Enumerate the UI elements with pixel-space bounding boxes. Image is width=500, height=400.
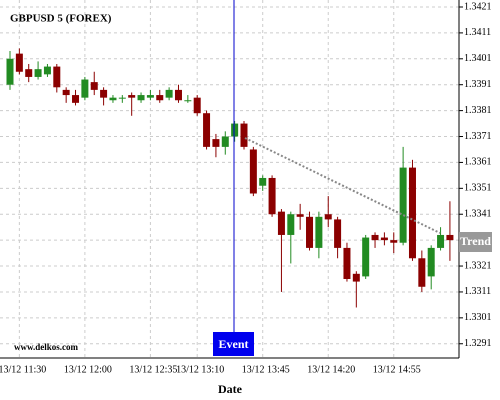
candle-body <box>399 167 407 243</box>
candle-body <box>43 66 51 75</box>
y-tick-label: 1.3301 <box>464 312 492 323</box>
trend-box <box>459 232 492 252</box>
candle-body <box>324 214 332 220</box>
y-tick-label: 1.3351 <box>464 183 492 194</box>
candle-body <box>371 234 379 241</box>
chart-title: GBPUSD 5 (FOREX) <box>10 13 112 25</box>
candle-body <box>315 216 323 248</box>
y-tick-label: 1.3291 <box>464 338 492 349</box>
candle-body <box>277 211 285 235</box>
candle-body <box>146 95 154 98</box>
x-axis-label: Date <box>218 382 243 396</box>
candle-body <box>109 97 117 101</box>
candle-body <box>165 89 173 98</box>
candle-body <box>240 123 248 147</box>
candle-body <box>306 216 314 248</box>
candle-body <box>446 234 454 241</box>
event-box <box>213 332 254 356</box>
candle-body <box>128 95 136 98</box>
x-tick-label: 13/12 14:55 <box>373 364 421 375</box>
candle-body <box>427 247 435 277</box>
candle-body <box>249 149 257 194</box>
candle-body <box>362 237 370 277</box>
candle-body <box>231 123 239 137</box>
watermark: www.delkos.com <box>14 342 79 352</box>
y-tick-label: 1.3321 <box>464 260 492 271</box>
trend-label: Trend <box>460 234 491 248</box>
candle-body <box>390 240 398 243</box>
trend-line <box>244 137 441 234</box>
candle-body <box>437 234 445 248</box>
y-tick-label: 1.3381 <box>464 105 492 116</box>
candle-body <box>156 95 164 101</box>
candles <box>6 0 454 332</box>
candle-body <box>212 139 220 147</box>
candle-body <box>81 79 89 98</box>
y-tick-label: 1.3361 <box>464 157 492 168</box>
candle-body <box>137 95 145 101</box>
candle-body <box>408 167 416 259</box>
candle-body <box>25 69 33 77</box>
candle-body <box>418 258 426 287</box>
candle-body <box>34 69 42 77</box>
y-tick-label: 1.3311 <box>464 286 491 297</box>
candle-body <box>296 214 304 217</box>
candle-body <box>193 97 201 114</box>
y-tick-label: 1.3391 <box>464 79 492 90</box>
candle-body <box>268 177 276 215</box>
event-label: Event <box>219 337 249 351</box>
candle-body <box>90 82 98 90</box>
y-tick-label: 1.3371 <box>464 131 492 142</box>
candle-body <box>221 136 229 147</box>
candle-body <box>352 273 360 282</box>
candle-body <box>100 89 108 98</box>
candle-body <box>380 237 388 241</box>
y-tick-label: 1.3421 <box>464 1 492 12</box>
candle-body <box>174 89 182 101</box>
x-tick-label: 13/12 13:45 <box>242 364 290 375</box>
candle-body <box>72 95 80 103</box>
candle-body <box>53 66 61 88</box>
y-tick-label: 1.3411 <box>464 27 491 38</box>
candle-body <box>62 89 70 96</box>
labels: 1.32911.33011.33111.33211.33311.33411.33… <box>0 1 492 375</box>
y-tick-label: 1.3341 <box>464 209 492 220</box>
x-tick-label: 13/12 14:20 <box>307 364 355 375</box>
x-tick-label: 13/12 11:30 <box>0 364 46 375</box>
x-tick-label: 13/12 13:10 <box>176 364 224 375</box>
y-tick-label: 1.3401 <box>464 53 492 64</box>
candle-body <box>334 219 342 248</box>
x-tick-label: 13/12 12:00 <box>64 364 112 375</box>
candle-body <box>6 58 14 85</box>
candle-body <box>184 100 192 102</box>
candle-body <box>287 214 295 235</box>
candle-body <box>203 113 211 147</box>
candle-body <box>259 177 267 186</box>
candle-body <box>343 247 351 279</box>
x-tick-label: 13/12 12:35 <box>129 364 177 375</box>
candle-body <box>15 53 23 72</box>
candle-body <box>118 97 126 99</box>
